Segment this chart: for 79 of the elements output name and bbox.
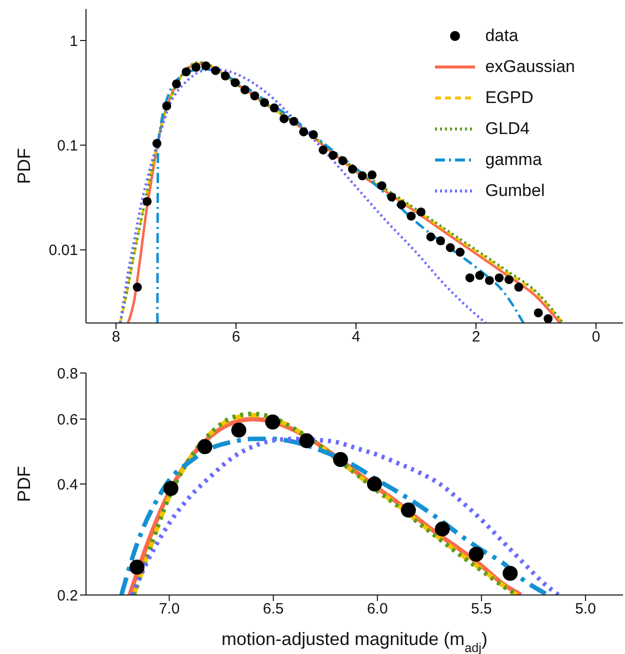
point [368, 170, 377, 180]
y-tick-label: 0.01 [48, 242, 78, 260]
point [299, 127, 308, 136]
point [484, 276, 494, 285]
point [446, 243, 455, 252]
legend-label: gamma [485, 150, 542, 170]
x-tick-label: 6.5 [262, 600, 284, 618]
x-tick-label: 5.0 [575, 600, 596, 618]
point [260, 98, 269, 108]
point [182, 67, 191, 76]
point [162, 101, 172, 110]
y-axis-title: PDF [14, 466, 34, 502]
point [504, 275, 514, 284]
point [197, 439, 212, 454]
point [172, 79, 181, 88]
point [132, 282, 142, 292]
point [328, 150, 338, 160]
point [211, 66, 220, 76]
legend-label: Gumbel [485, 180, 545, 200]
point [163, 480, 178, 496]
y-tick-label: 0.1 [57, 138, 78, 154]
point [406, 212, 416, 221]
point [129, 560, 144, 575]
point [250, 91, 260, 100]
point [142, 196, 152, 206]
point [289, 116, 298, 126]
point [468, 546, 484, 562]
point [265, 414, 280, 430]
point [338, 156, 348, 166]
point [280, 114, 289, 124]
point [416, 207, 426, 216]
y-axis-title: PDF [14, 148, 34, 184]
point [534, 308, 543, 318]
point [220, 71, 230, 80]
point [434, 522, 450, 537]
x-tick-label: 8 [112, 328, 120, 346]
point [387, 192, 396, 202]
point [192, 62, 201, 72]
legend-label: data [485, 26, 518, 46]
point [456, 248, 465, 257]
y-tick-label: 1 [70, 32, 78, 50]
point [377, 181, 386, 190]
legend-label: exGaussian [485, 56, 575, 76]
x-tick-label: 5.5 [471, 600, 492, 618]
point [318, 145, 328, 154]
point [475, 270, 484, 280]
x-tick-label: 6 [232, 328, 240, 346]
x-tick-label: 6.0 [366, 600, 388, 618]
point [396, 200, 406, 210]
point [358, 171, 367, 180]
point [333, 452, 348, 468]
point [348, 164, 358, 174]
x-tick-label: 4 [352, 328, 360, 346]
legend-label: GLD4 [485, 118, 530, 138]
point [494, 273, 504, 282]
point [366, 476, 382, 492]
x-tick-label: 2 [472, 328, 480, 346]
y-tick-label: 0.8 [57, 365, 78, 382]
point [400, 502, 416, 518]
point [502, 566, 518, 581]
x-tick-label: 7.0 [158, 600, 180, 618]
point [465, 273, 474, 282]
point [544, 314, 553, 323]
point [308, 130, 318, 140]
y-tick-label: 0.2 [57, 587, 78, 604]
point [231, 422, 246, 438]
legend-label: EGPD [485, 88, 534, 108]
point [436, 236, 446, 246]
point [240, 85, 250, 94]
point [152, 138, 162, 148]
point [299, 433, 314, 448]
y-tick-label: 0.4 [57, 476, 78, 494]
y-tick-label: 0.6 [57, 411, 78, 428]
point [426, 232, 436, 242]
point [230, 78, 240, 88]
point [514, 282, 524, 292]
point [270, 103, 279, 112]
x-tick-label: 0 [592, 328, 600, 346]
point [201, 61, 210, 70]
